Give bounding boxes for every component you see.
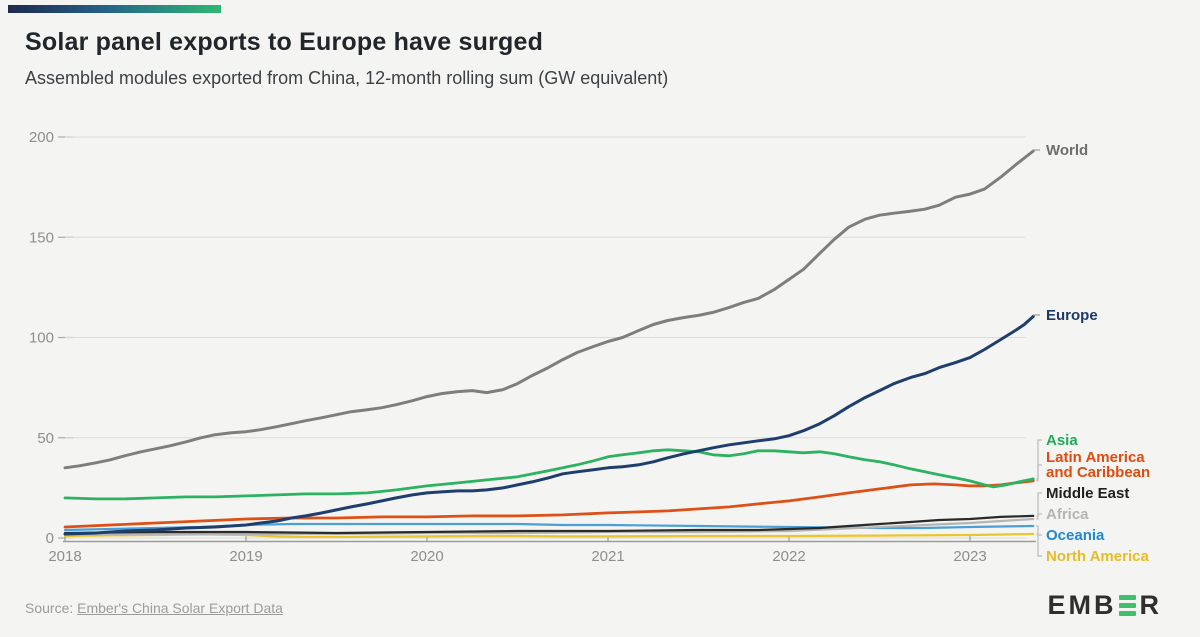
legend-connector-north-america	[1036, 533, 1042, 557]
legend-connector-latin-america-and-caribbean	[1036, 464, 1042, 482]
chart-subtitle: Assembled modules exported from China, 1…	[25, 68, 669, 88]
legend-label-europe: Europe	[1046, 307, 1098, 324]
legend-label-africa: Africa	[1046, 506, 1089, 523]
series-line-africa	[63, 517, 1035, 537]
page-title: Solar panel exports to Europe have surge…	[25, 28, 544, 56]
x-axis-label-2022: 2022	[772, 548, 805, 565]
ember-logo-e-bars-icon	[1118, 594, 1136, 616]
x-axis-label-2018: 2018	[48, 548, 81, 565]
series-line-world	[63, 149, 1035, 470]
ember-logo: EMB R	[1048, 590, 1163, 620]
x-axis-label-2019: 2019	[229, 548, 262, 565]
x-axis-label-2021: 2021	[591, 548, 624, 565]
legend-label-oceania: Oceania	[1046, 527, 1105, 544]
legend-connector-africa	[1036, 513, 1042, 520]
source-prefix: Source:	[25, 600, 78, 616]
series-line-asia	[63, 448, 1035, 501]
y-axis-label-0: 0	[46, 530, 54, 547]
x-axis-label-2020: 2020	[410, 548, 443, 565]
x-axis-label-2023: 2023	[953, 548, 986, 565]
series-line-europe	[63, 314, 1035, 536]
legend-label-world: World	[1046, 142, 1088, 159]
series-line-middle-east	[63, 514, 1035, 535]
y-axis-label-200: 200	[29, 129, 54, 146]
y-axis-label-100: 100	[29, 330, 54, 347]
legend-label-asia: Asia	[1046, 432, 1078, 449]
series-line-latin-america-and-caribbean	[63, 479, 1035, 529]
y-axis-label-50: 50	[37, 430, 54, 447]
source-note: Source: Ember's China Solar Export Data	[25, 600, 283, 616]
legend-connector-asia	[1036, 439, 1042, 480]
legend-label-middle-east: Middle East	[1046, 485, 1129, 502]
ember-logo-text-right: R	[1139, 589, 1162, 620]
legend-connector-middle-east	[1036, 492, 1042, 517]
legend-label-north-america: North America	[1046, 548, 1149, 565]
ember-logo-text-left: EMB	[1047, 589, 1117, 620]
source-link[interactable]: Ember's China Solar Export Data	[77, 600, 283, 616]
brand-accent-bar	[8, 5, 221, 13]
y-axis-label-150: 150	[29, 229, 54, 246]
legend-connector-oceania	[1036, 525, 1042, 536]
legend-label-latin-america-and-caribbean: Latin America and Caribbean	[1046, 449, 1150, 481]
